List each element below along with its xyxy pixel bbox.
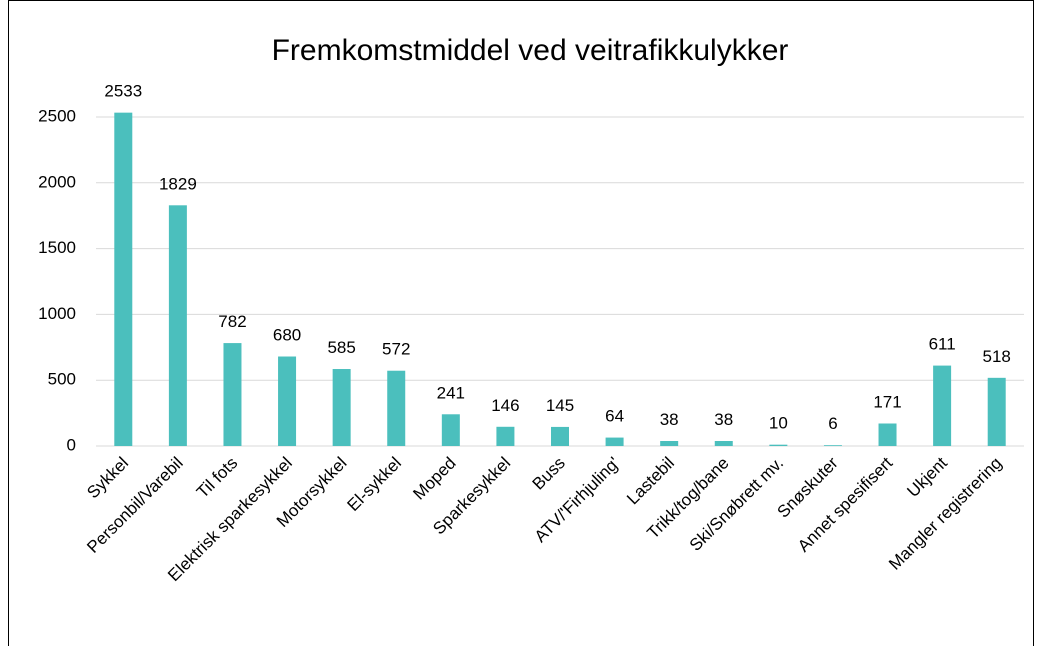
y-tick-label: 1000	[38, 304, 76, 323]
bar	[605, 437, 624, 446]
bar	[987, 377, 1006, 446]
bar	[278, 356, 297, 446]
bar	[769, 444, 788, 446]
value-label: 38	[660, 410, 679, 429]
value-label: 585	[327, 338, 355, 357]
y-tick-label: 500	[48, 370, 76, 389]
value-label: 611	[929, 335, 956, 354]
bar	[660, 440, 679, 446]
value-label: 518	[983, 347, 1011, 366]
bar	[387, 370, 406, 446]
bar	[714, 440, 733, 446]
value-label: 782	[218, 312, 246, 331]
value-label: 64	[605, 407, 624, 426]
bar	[551, 426, 569, 446]
bar	[332, 369, 351, 446]
value-label: 6	[828, 414, 837, 433]
bar	[496, 426, 515, 446]
bar	[168, 205, 187, 446]
bar	[933, 365, 952, 446]
value-label: 10	[769, 414, 788, 433]
y-tick-label: 1500	[38, 238, 76, 257]
value-label: 1829	[159, 174, 197, 193]
value-label: 146	[491, 396, 519, 415]
y-tick-label: 0	[67, 435, 76, 454]
value-label: 680	[273, 326, 301, 345]
bar	[823, 445, 842, 446]
chart-frame	[8, 0, 1034, 646]
bar	[878, 423, 897, 446]
value-label: 145	[546, 396, 574, 415]
bar	[223, 343, 242, 446]
value-label: 241	[437, 383, 465, 402]
value-label: 38	[714, 410, 733, 429]
value-label: 572	[382, 340, 410, 359]
chart-title: Fremkomstmiddel ved veitrafikkulykker	[272, 34, 789, 67]
y-tick-label: 2500	[38, 106, 76, 125]
y-tick-label: 2000	[38, 172, 76, 191]
value-label: 171	[873, 392, 901, 411]
bar	[114, 112, 133, 447]
value-label: 2533	[104, 82, 142, 101]
bar	[441, 414, 460, 446]
